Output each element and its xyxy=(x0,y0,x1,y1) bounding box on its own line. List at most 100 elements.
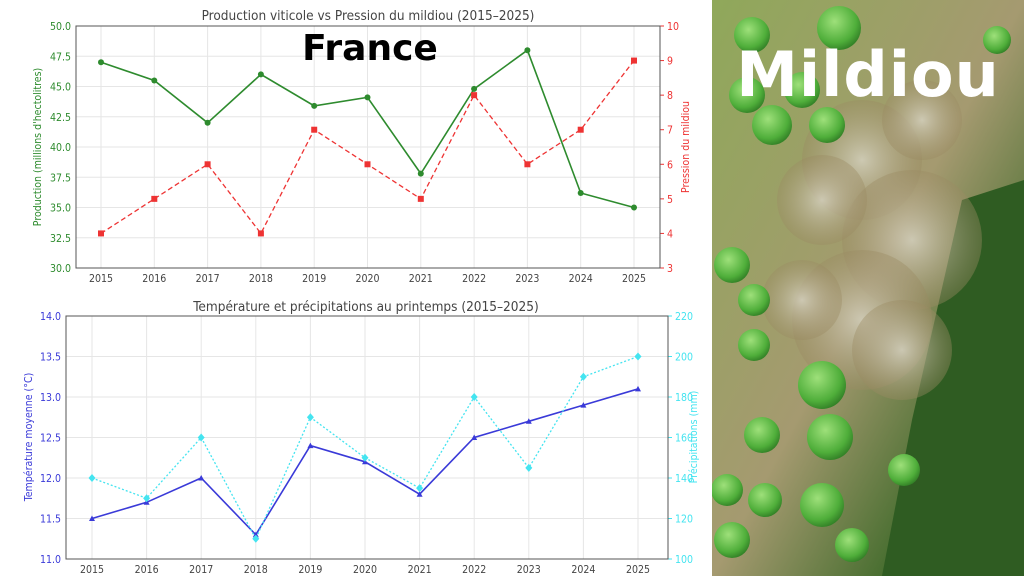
mildew-patch xyxy=(852,300,952,400)
x-tick-label: 2015 xyxy=(80,564,104,576)
plot-frame xyxy=(65,315,669,560)
grape-berry xyxy=(809,107,845,143)
x-tick-label: 2023 xyxy=(515,273,539,285)
y-tick-label: 12.5 xyxy=(40,433,61,445)
data-point xyxy=(417,170,424,177)
y-axis-label: Production (millions d'hectolitres) xyxy=(32,68,44,226)
y2-tick-label: 8 xyxy=(667,90,673,102)
y2-axis-label: Précipitations (mm) xyxy=(688,391,700,484)
y-tick-label: 35.0 xyxy=(50,203,71,215)
data-point xyxy=(198,475,205,481)
data-point xyxy=(635,385,641,392)
y-tick-label: 37.5 xyxy=(50,172,71,184)
data-point xyxy=(151,77,158,84)
y2-tick-label: 6 xyxy=(667,159,673,171)
data-point xyxy=(525,418,532,424)
data-point xyxy=(524,47,531,54)
y2-tick-label: 220 xyxy=(675,311,693,323)
data-point xyxy=(204,161,211,168)
y2-tick-label: 180 xyxy=(675,392,693,404)
x-tick-label: 2015 xyxy=(89,273,113,285)
x-tick-label: 2016 xyxy=(142,273,166,285)
data-point xyxy=(98,230,104,237)
y2-tick-label: 4 xyxy=(667,228,673,240)
mildew-patch xyxy=(882,80,962,160)
y-axis-label: Température moyenne (°C) xyxy=(23,373,35,503)
data-point xyxy=(151,195,158,202)
data-point xyxy=(257,71,264,78)
data-point xyxy=(364,94,371,101)
data-point xyxy=(364,161,371,168)
data-point xyxy=(416,484,424,493)
grape-berry xyxy=(734,17,770,53)
y-tick-label: 45.0 xyxy=(50,82,71,94)
y-tick-label: 30.0 xyxy=(50,263,71,275)
y-tick-label: 47.5 xyxy=(50,51,71,63)
y-tick-label: 11.5 xyxy=(40,514,61,526)
grape-berry xyxy=(784,72,820,108)
y-tick-label: 14.0 xyxy=(40,311,61,323)
data-point xyxy=(579,372,587,381)
data-point xyxy=(634,352,642,361)
y2-tick-label: 7 xyxy=(667,125,673,137)
grape-berry xyxy=(817,6,861,50)
y-tick-label: 40.0 xyxy=(50,142,71,154)
y-tick-label: 42.5 xyxy=(50,112,71,124)
mildew-patch xyxy=(777,155,867,245)
x-tick-label: 2018 xyxy=(244,564,268,576)
data-point xyxy=(417,195,424,202)
x-tick-label: 2020 xyxy=(355,273,379,285)
data-point xyxy=(631,204,637,211)
photo-caption: Mildiou xyxy=(736,38,1000,111)
data-point xyxy=(471,434,478,440)
grape-berry xyxy=(738,329,770,361)
x-tick-label: 2017 xyxy=(189,564,213,576)
y-tick-label: 11.0 xyxy=(40,554,61,566)
y2-tick-label: 3 xyxy=(667,263,673,275)
data-point xyxy=(470,393,478,401)
data-point xyxy=(252,531,259,538)
grape-berry xyxy=(729,77,765,113)
x-tick-label: 2022 xyxy=(462,273,486,285)
x-tick-label: 2016 xyxy=(135,564,159,576)
x-tick-label: 2021 xyxy=(408,564,432,576)
grape-berry xyxy=(748,483,782,517)
data-point xyxy=(89,515,95,521)
data-point xyxy=(197,433,205,442)
data-point xyxy=(471,85,478,92)
grape-berry xyxy=(714,522,750,558)
y2-tick-label: 10 xyxy=(667,21,679,33)
x-tick-label: 2020 xyxy=(353,564,377,576)
x-tick-label: 2024 xyxy=(569,273,593,285)
grape-berry xyxy=(738,284,770,316)
x-tick-label: 2019 xyxy=(302,273,326,285)
production-vs-mildew-chart: Production viticole vs Pression du mildi… xyxy=(32,8,692,285)
grape-berry xyxy=(798,361,846,409)
grape-berry xyxy=(888,454,920,486)
data-point xyxy=(306,413,314,422)
x-tick-label: 2019 xyxy=(298,564,322,576)
chart-title: Production viticole vs Pression du mildi… xyxy=(202,8,535,24)
data-point xyxy=(361,453,369,462)
data-point xyxy=(311,126,318,133)
x-tick-label: 2018 xyxy=(249,273,273,285)
grape-cluster-mildew-photo xyxy=(712,0,1024,576)
y2-tick-label: 120 xyxy=(675,514,693,526)
data-point xyxy=(577,189,584,196)
mildew-patch xyxy=(762,260,842,340)
x-tick-label: 2017 xyxy=(196,273,220,285)
y-tick-label: 50.0 xyxy=(50,21,71,33)
y2-tick-label: 9 xyxy=(667,56,673,68)
x-tick-label: 2023 xyxy=(517,564,541,576)
y-tick-label: 13.0 xyxy=(40,392,61,404)
data-point xyxy=(311,102,318,109)
y-tick-label: 32.5 xyxy=(50,233,71,245)
y2-axis-label: Pression du mildiou xyxy=(680,101,692,193)
chart-title: Température et précipitations au printem… xyxy=(192,299,538,315)
x-tick-label: 2025 xyxy=(626,564,650,576)
data-point xyxy=(98,59,104,66)
grape-berry xyxy=(800,483,844,527)
y2-tick-label: 200 xyxy=(675,352,693,364)
y2-tick-label: 160 xyxy=(675,433,693,445)
x-tick-label: 2024 xyxy=(571,564,595,576)
